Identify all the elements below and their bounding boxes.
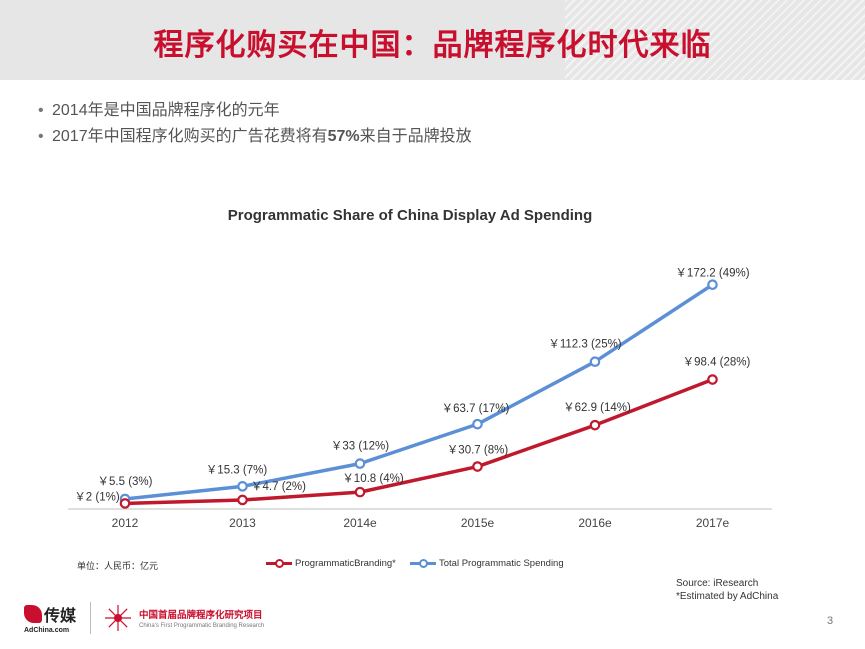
bullet-text-before: 2017年中国程序化购买的广告花费将有 [52, 128, 328, 145]
source-line: Source: iResearch [676, 578, 759, 589]
bullet-dot: • [38, 128, 44, 145]
data-label-branding: ￥30.7 (8%) [447, 445, 509, 457]
x-tick-label: 2015e [461, 516, 495, 530]
data-label-total: ￥172.2 (49%) [675, 268, 749, 280]
data-point-total [237, 481, 248, 492]
chart-title: Programmatic Share of China Display Ad S… [227, 207, 593, 224]
adchina-mark-icon [24, 605, 42, 623]
x-tick-label: 2016e [578, 516, 612, 530]
page-title: 程序化购买在中国：品牌程序化时代来临 [153, 29, 712, 62]
source-note: Source: iResearch *Estimated by AdChina [676, 577, 778, 603]
header-hatch-pattern [565, 0, 865, 80]
data-point-branding [237, 494, 248, 506]
data-label-branding: ￥4.7 (2%) [251, 481, 306, 493]
footer: 传媒 AdChina.com 中国首届品牌程序化研究项目 China's Fir… [24, 600, 264, 636]
data-point-branding [354, 486, 366, 498]
page-number: 3 [827, 615, 834, 627]
data-label-total: ￥63.7 (17%) [442, 403, 510, 415]
legend-item-total: Total Programmatic Spending [410, 557, 564, 569]
data-label-branding: ￥2 (1%) [74, 491, 120, 503]
x-tick-label: 2014e [343, 516, 377, 530]
footer-divider [90, 602, 92, 634]
data-point-total [354, 458, 366, 469]
legend-swatch [266, 557, 292, 569]
bullet-highlight: 57% [327, 128, 360, 145]
starburst-icon [105, 605, 132, 631]
estimate-note: *Estimated by AdChina [676, 591, 779, 602]
data-label-total: ￥112.3 (25%) [548, 339, 621, 351]
data-label-branding: ￥98.4 (28%) [683, 357, 751, 369]
bullet-dot: • [38, 102, 44, 119]
research-logo: 中国首届品牌程序化研究项目 China's First Programmatic… [103, 603, 264, 633]
bullet-list: • 2014年是中国品牌程序化的元年 • 2017年中国程序化购买的广告花费将有57… [38, 98, 472, 150]
logo-name: 传媒 [44, 606, 77, 625]
data-label-total: ￥15.3 (7%) [206, 464, 268, 476]
bullet-text-after: 来自于品牌投放 [359, 128, 472, 145]
bullet-item: • 2014年是中国品牌程序化的元年 [38, 98, 472, 124]
bullet-text: 2014年是中国品牌程序化的元年 [52, 102, 280, 119]
data-point-total [707, 279, 718, 291]
series-line-total [123, 282, 715, 501]
data-point-total [589, 356, 601, 367]
data-point-branding [589, 419, 601, 431]
legend-swatch [410, 557, 436, 569]
legend-label: ProgrammaticBranding* [295, 557, 396, 569]
adchina-logo: 传媒 AdChina.com [24, 602, 76, 634]
data-label-total: ￥33 (12%) [331, 441, 389, 453]
data-point-branding [707, 374, 718, 385]
research-title-cn: 中国首届品牌程序化研究项目 [139, 610, 263, 621]
legend-label: Total Programmatic Spending [439, 557, 564, 569]
data-point-branding [472, 461, 483, 472]
data-label-branding: ￥10.8 (4%) [342, 473, 404, 485]
legend-item-branding: ProgrammaticBranding* [266, 557, 396, 569]
x-tick-label: 2012 [112, 516, 139, 530]
data-point-branding [119, 498, 131, 509]
data-point-total [472, 418, 483, 430]
header-bar: 程序化购买在中国：品牌程序化时代来临 [0, 0, 865, 80]
bullet-item: • 2017年中国程序化购买的广告花费将有57%来自于品牌投放 [38, 124, 472, 150]
research-title-en: China's First Programmatic Branding Rese… [139, 623, 265, 629]
data-label-total: ￥5.5 (3%) [98, 476, 153, 488]
logo-domain: AdChina.com [24, 627, 70, 634]
x-tick-label: 2017e [696, 516, 730, 530]
data-label-branding: ￥62.9 (14%) [563, 402, 631, 414]
unit-note: 单位：人民币：亿元 [77, 561, 159, 571]
x-tick-label: 2013 [229, 516, 256, 530]
series-line-branding [123, 377, 715, 506]
